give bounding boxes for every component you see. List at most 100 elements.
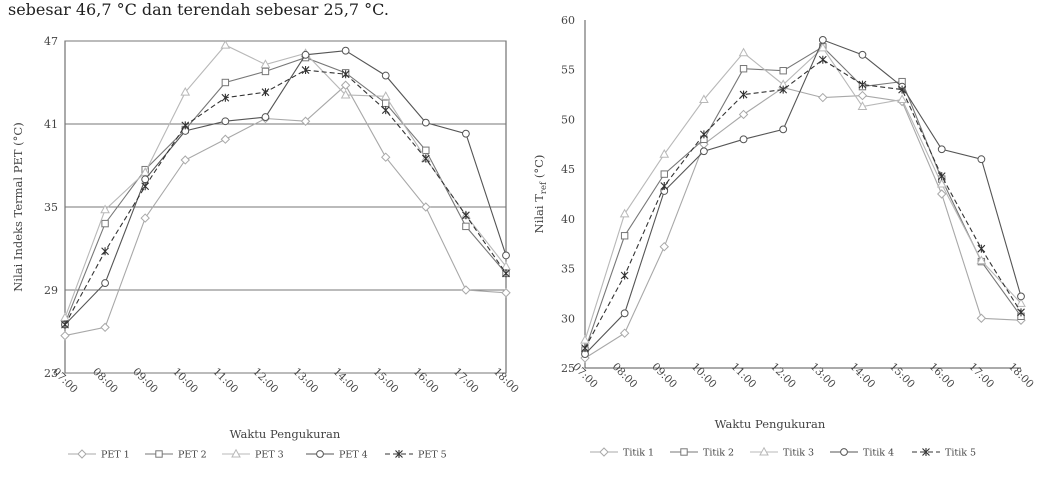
- data-point: [660, 182, 669, 191]
- y-tick-label: 50: [561, 113, 575, 126]
- x-tick-label: 08:00: [610, 361, 640, 391]
- series-line: [584, 46, 1022, 351]
- data-point: [261, 67, 270, 76]
- legend-label: Titik 2: [703, 448, 734, 459]
- x-tick-label: 11:00: [729, 361, 759, 391]
- data-point: [857, 90, 868, 101]
- data-point: [101, 279, 109, 287]
- caption-text: sebesar 46,7 °C dan terendah sebesar 25,…: [8, 0, 389, 19]
- data-point: [1016, 298, 1026, 307]
- data-point: [897, 94, 907, 104]
- legend-label: PET 5: [418, 450, 447, 461]
- data-point: [779, 125, 788, 134]
- data-point: [140, 167, 151, 176]
- data-point: [341, 70, 350, 79]
- legend-entry: PET 5: [385, 450, 447, 461]
- y-axis-label: Nilai Tref (°C): [532, 155, 549, 234]
- series-line: [584, 39, 1022, 355]
- series-line: [584, 87, 1022, 359]
- data-point: [301, 66, 310, 75]
- data-point: [141, 175, 150, 184]
- series-pet-5: [61, 66, 510, 329]
- x-tick-label: 15:00: [887, 361, 917, 391]
- data-point: [898, 85, 906, 94]
- data-point: [620, 309, 629, 318]
- x-tick-label: 16:00: [927, 361, 957, 391]
- data-point: [340, 89, 351, 99]
- y-tick-label: 25: [561, 362, 575, 375]
- data-point: [501, 288, 511, 298]
- data-point: [380, 91, 391, 100]
- data-point: [180, 86, 191, 96]
- data-point: [60, 330, 70, 341]
- data-point: [180, 155, 190, 165]
- data-point: [936, 178, 947, 188]
- y-tick-label: 30: [561, 312, 575, 325]
- x-tick-label: 10:00: [689, 361, 719, 391]
- data-point: [738, 109, 749, 120]
- data-point: [101, 219, 109, 228]
- legend-label: PET 2: [178, 450, 207, 461]
- legend-label: PET 3: [255, 450, 284, 461]
- x-tick-label: 17:00: [966, 361, 996, 391]
- data-point: [1017, 308, 1025, 317]
- data-point: [857, 101, 868, 111]
- legend-label: Titik 3: [783, 448, 814, 459]
- data-point: [221, 93, 230, 102]
- data-point: [620, 232, 629, 240]
- data-point: [700, 130, 708, 139]
- data-point: [858, 80, 867, 89]
- legend-marker: [759, 446, 769, 456]
- y-tick-label: 45: [561, 163, 575, 176]
- legend-entry: PET 2: [145, 450, 207, 461]
- y-tick-label: 29: [44, 284, 58, 297]
- legend-entry: PET 1: [68, 449, 130, 461]
- legend-label: PET 1: [101, 450, 130, 461]
- data-point: [977, 244, 986, 253]
- y-axis-label: Nilai Indeks Termal PET (°C): [11, 122, 25, 291]
- data-point: [818, 35, 827, 44]
- data-point: [421, 118, 430, 127]
- x-tick-label: 09:00: [130, 366, 160, 396]
- data-point: [699, 94, 709, 104]
- data-point: [462, 129, 470, 138]
- series-line: [64, 69, 507, 325]
- x-tick-label: 14:00: [331, 366, 361, 396]
- legend-entry: Titik 3: [750, 446, 814, 459]
- data-point: [382, 99, 390, 107]
- series-pet-1: [60, 80, 511, 341]
- legend-marker: [599, 447, 609, 457]
- data-point: [61, 320, 69, 329]
- data-point: [421, 202, 431, 212]
- data-point: [818, 55, 827, 64]
- legend-marker: [395, 450, 403, 458]
- data-point: [937, 189, 947, 199]
- legend-entry: Titik 1: [590, 447, 654, 459]
- series-pet-3: [60, 39, 511, 322]
- data-point: [261, 113, 270, 121]
- legend-label: Titik 4: [863, 448, 894, 459]
- x-tick-label: 08:00: [90, 366, 120, 396]
- x-tick-label: 15:00: [371, 366, 401, 396]
- data-point: [659, 148, 670, 158]
- data-point: [221, 78, 230, 87]
- series-line: [584, 59, 1022, 349]
- legend-marker: [77, 449, 87, 459]
- data-point: [502, 251, 510, 260]
- legend-marker: [316, 450, 324, 458]
- series-titik-2: [581, 43, 1025, 354]
- data-point: [381, 71, 390, 80]
- y-tick-label: 23: [44, 367, 58, 380]
- data-point: [140, 213, 150, 223]
- data-point: [381, 106, 390, 115]
- data-point: [738, 47, 749, 57]
- x-tick-label: 16:00: [411, 366, 441, 396]
- x-tick-label: 09:00: [649, 361, 679, 391]
- series-line: [64, 57, 507, 324]
- data-point: [976, 313, 987, 323]
- legend-marker: [840, 448, 848, 456]
- data-point: [619, 328, 630, 338]
